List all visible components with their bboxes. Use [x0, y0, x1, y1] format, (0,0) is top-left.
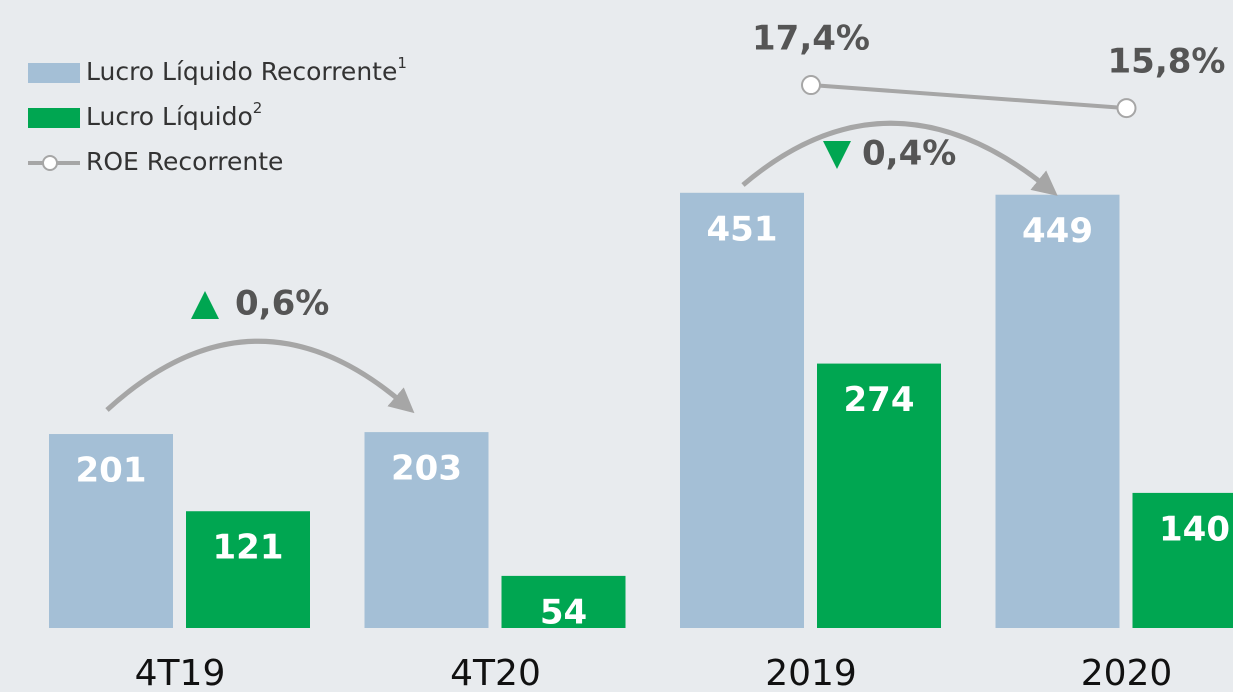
- annotation: 0,4%: [862, 134, 956, 174]
- data-label: 201: [76, 451, 147, 491]
- data-label: 451: [707, 209, 778, 249]
- legend-swatch: [28, 63, 80, 83]
- line: [810, 83, 1127, 111]
- bar: [501, 575, 626, 628]
- change-arrow: [741, 120, 1058, 196]
- x-tick-label: 2020: [1081, 653, 1173, 692]
- data-label: 54: [540, 592, 587, 632]
- annotation: 0,6%: [235, 284, 329, 324]
- change-triangle: [823, 141, 851, 169]
- point: [1116, 98, 1137, 119]
- data-label: 203: [391, 449, 462, 489]
- legend-label: ROE Recorrente: [86, 147, 283, 176]
- change-triangle: [191, 291, 219, 319]
- bar: [680, 192, 804, 628]
- bar: [364, 432, 489, 628]
- legend-name: ROE Recorrente: [86, 147, 283, 176]
- data-label: 17,4%: [752, 19, 870, 59]
- legend-label: Lucro Líquido Recorrente1: [86, 54, 407, 87]
- legend-note: 2: [253, 99, 263, 117]
- bar: [186, 511, 310, 628]
- change-arrow: [105, 338, 415, 414]
- legend-label: Lucro Líquido2: [86, 99, 262, 132]
- point: [801, 75, 821, 96]
- bar: [817, 363, 941, 628]
- legend-marker: [42, 155, 58, 171]
- bar: [49, 434, 173, 628]
- data-label: 274: [844, 380, 915, 420]
- data-label: 121: [213, 528, 284, 568]
- legend-note: 1: [397, 54, 407, 72]
- x-tick-label: 4T20: [450, 653, 541, 692]
- data-label: 140: [1159, 509, 1230, 549]
- bar: [995, 194, 1120, 628]
- x-tick-label: 4T19: [135, 653, 226, 692]
- x-tick-label: 2019: [765, 653, 857, 692]
- legend-name: Lucro Líquido Recorrente: [86, 57, 397, 86]
- legend-swatch: [28, 108, 80, 128]
- legend-name: Lucro Líquido: [86, 102, 253, 131]
- data-label: 449: [1022, 211, 1093, 251]
- data-label: 15,8%: [1108, 42, 1226, 82]
- bar: [1132, 492, 1233, 628]
